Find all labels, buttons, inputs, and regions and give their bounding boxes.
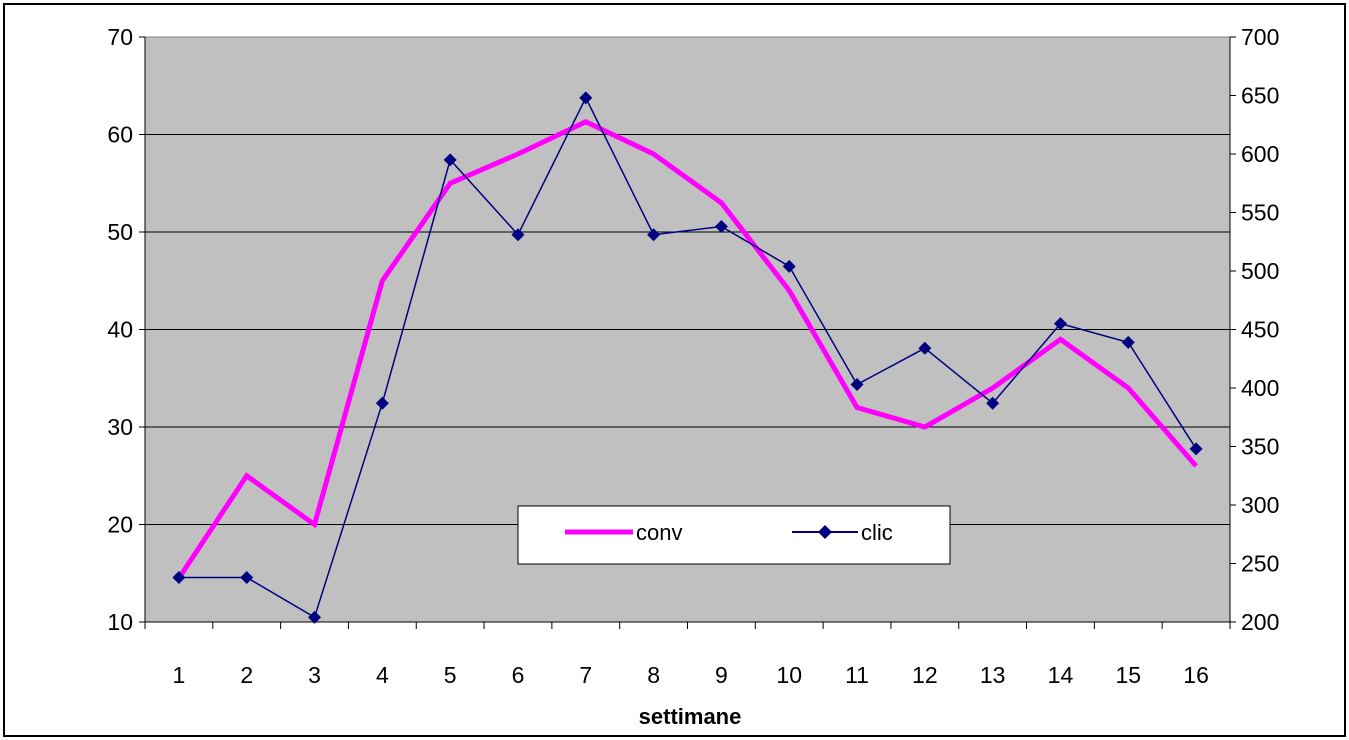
left-tick-label: 60 [107,122,133,148]
left-tick-label: 30 [107,414,133,440]
x-tick-label: 15 [1115,662,1141,688]
left-tick-label: 10 [107,609,133,635]
series-clic-point [986,396,1000,410]
series-clic-point [1189,442,1203,456]
legend: conv clic [517,505,951,565]
x-axis-title: settimane [639,704,742,729]
left-tick-label: 50 [107,219,133,245]
right-tick-label: 200 [1241,609,1279,635]
left-tick-label: 40 [107,317,133,343]
x-tick-label: 10 [776,662,802,688]
x-tick-label: 11 [845,662,869,688]
series-clic-point [782,259,796,273]
right-tick-label: 550 [1241,200,1279,226]
right-tick-label: 350 [1241,434,1279,460]
right-tick-label: 300 [1241,492,1279,518]
right-tick-label: 700 [1241,24,1279,50]
series-clic-point [240,571,254,585]
series-clic-point [714,220,728,234]
x-tick-label: 6 [512,662,525,688]
series-clic-point [1053,317,1067,331]
series-clic-point [375,396,389,410]
legend-box [517,505,951,565]
series-clic-point [850,377,864,391]
left-tick-label: 70 [107,24,133,50]
series-clic-line [178,96,1197,619]
right-axis-ticks: 200 250 300 350 400 450 500 550 600 650 700 [1230,24,1279,635]
series-clic-point [443,153,457,167]
x-tick-label: 8 [647,662,660,688]
series-clic-point [511,228,525,242]
x-tick-label: 9 [715,662,728,688]
x-tick-label: 3 [308,662,321,688]
series-clic-point [308,610,322,624]
x-tick-label: 13 [980,662,1006,688]
series-clic-point [647,228,661,242]
right-tick-label: 400 [1241,375,1279,401]
right-tick-label: 650 [1241,83,1279,109]
x-tick-label: 7 [579,662,592,688]
series-clic-point [579,91,593,105]
left-tick-label: 20 [107,512,133,538]
x-tick-label: 16 [1183,662,1209,688]
series-clic-point [918,341,932,355]
legend-clic-marker [818,525,832,539]
right-tick-label: 250 [1241,551,1279,577]
x-tick-label: 4 [376,662,389,688]
series-layer [172,91,1203,624]
x-tick-label: 5 [444,662,457,688]
right-tick-label: 500 [1241,258,1279,284]
gridlines [145,134,1230,525]
x-axis-ticks: 1 2 3 4 5 6 7 8 9 10 11 12 13 14 15 16 [144,622,1231,688]
series-clic-point [172,571,186,585]
right-tick-label: 450 [1241,317,1279,343]
x-tick-label: 1 [173,662,186,688]
series-clic-point [1121,335,1135,349]
x-tick-label: 14 [1048,662,1074,688]
left-axis-ticks: 10 20 30 40 50 60 70 [107,24,145,635]
x-tick-label: 12 [912,662,938,688]
legend-clic-label: clic [861,520,893,545]
x-tick-label: 2 [240,662,253,688]
right-tick-label: 600 [1241,141,1279,167]
legend-conv-label: conv [636,520,682,545]
